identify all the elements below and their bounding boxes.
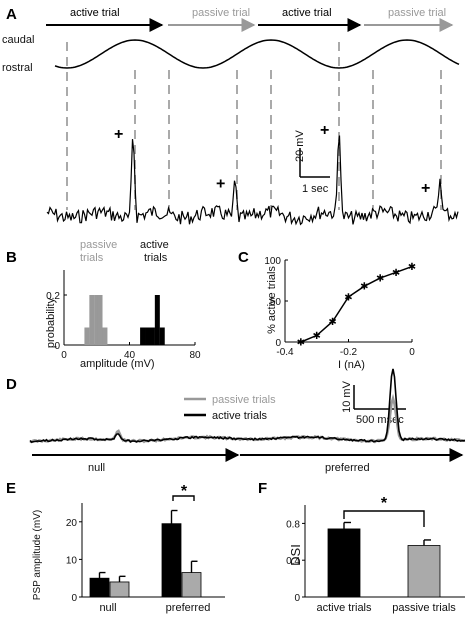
e-ytick-label: 10 [66, 555, 78, 566]
b-ytick-label: 0.2 [46, 291, 60, 302]
f-ytick-label: 0 [294, 593, 300, 604]
b-xtick-label: 80 [189, 350, 201, 361]
c-ytick-label: 0 [275, 338, 281, 349]
b-bar-0-3 [97, 295, 103, 345]
b-bar-1-1 [145, 327, 151, 345]
c-xtick-label: -0.4 [276, 347, 294, 358]
b-xlabel: amplitude (mV) [80, 358, 155, 370]
b-bar-0-2 [94, 295, 100, 345]
panel-a-letter: A [6, 6, 17, 23]
legend-active-label: active trials [212, 410, 268, 422]
position-label-rostral: rostral [2, 62, 33, 74]
voltage-trace [46, 135, 459, 226]
panel-b: B 0 40 80 0 0.2 passive trials active trials… [6, 239, 201, 370]
panel-e: E 0 10 20 null preferred * PSP amplitude (mV) [6, 480, 225, 614]
trial-label-3: passive trial [388, 7, 446, 19]
panel-e-letter: E [6, 480, 16, 497]
position-sine-trace [54, 39, 460, 69]
c-point-4: ✱ [360, 282, 368, 293]
spike-marker-2: + [320, 122, 329, 139]
e-bar-1-1 [181, 572, 202, 598]
e-bar-1-0 [161, 523, 182, 598]
scale-bar-d-x: 500 msec [356, 414, 404, 426]
scale-bar-a: 20 mV 1 sec [294, 130, 330, 195]
f-significance-star: * [381, 495, 388, 512]
f-category-label-1: passive trials [392, 602, 456, 614]
f-significance-bracket [343, 510, 425, 527]
e-bar-0-1 [109, 581, 130, 598]
panel-c-letter: C [238, 249, 249, 266]
c-ytick-label: 50 [270, 297, 282, 308]
c-xlabel: I (nA) [338, 359, 365, 371]
c-point-5: ✱ [376, 274, 384, 285]
spike-marker-3: + [421, 180, 430, 197]
panel-a: A active trial passive trial active trial p… [2, 6, 460, 226]
b-bar-0-4 [102, 327, 108, 345]
trial-label-0: active trial [70, 7, 120, 19]
legend-passive-trials-1: passive [80, 239, 117, 251]
c-xtick-label: 0 [409, 347, 415, 358]
scale-bar-a-x: 1 sec [302, 183, 329, 195]
panel-b-letter: B [6, 249, 17, 266]
b-xtick-label: 40 [124, 350, 136, 361]
e-ytick-label: 20 [66, 518, 78, 529]
b-bar-1-0 [140, 327, 146, 345]
panel-f-letter: F [258, 480, 267, 497]
f-bar-1 [407, 545, 441, 598]
c-point-3: ✱ [344, 292, 352, 303]
c-point-6: ✱ [392, 268, 400, 279]
trial-label-1: passive trial [192, 7, 250, 19]
e-bar-0-0 [89, 577, 110, 598]
c-point-2: ✱ [328, 317, 336, 328]
legend-active-trials-2: trials [144, 252, 168, 264]
panel-f: F 0 0.4 0.8 active trials passive trials * DS… [258, 480, 465, 614]
c-point-7: ✱ [408, 262, 416, 273]
b-bar-1-3 [154, 295, 160, 345]
b-bar-1-4 [159, 327, 165, 345]
b-bar-0-0 [84, 327, 90, 345]
direction-label-preferred: preferred [325, 462, 370, 474]
e-ylabel: PSP amplitude (mV) [32, 510, 43, 600]
panel-d-letter: D [6, 376, 17, 393]
spike-marker-1: + [216, 175, 225, 192]
position-label-caudal: caudal [2, 34, 34, 46]
scale-bar-a-y: 20 mV [294, 130, 306, 162]
c-point-1: ✱ [313, 331, 321, 342]
b-ylabel: probability [45, 297, 57, 348]
b-xtick-label: 0 [61, 350, 67, 361]
b-bar-0-1 [89, 295, 95, 345]
panel-d: D passive trials active trials 10 mV 500… [6, 368, 466, 474]
f-bar-0 [327, 528, 361, 598]
f-ytick-label: 0.8 [286, 519, 300, 530]
direction-label-null: null [88, 462, 105, 474]
e-category-label-0: null [99, 602, 116, 614]
e-significance-star: * [181, 483, 188, 500]
scale-bar-d: 10 mV 500 msec [341, 380, 406, 426]
c-point-0: ✱ [297, 338, 305, 349]
psp-trace-active [29, 368, 466, 443]
e-significance-bracket [172, 495, 195, 501]
e-ytick-label: 0 [71, 593, 77, 604]
f-ylabel: DSI [288, 544, 303, 566]
c-line [300, 265, 413, 343]
b-ytick-label: 0 [54, 341, 60, 352]
b-bar-1-2 [149, 327, 155, 345]
legend-passive-label: passive trials [212, 394, 276, 406]
panel-c: C -0.4 -0.2 0 0 50 100 ✱ ✱ ✱ ✱ ✱ ✱ ✱ ✱ I (nA) % activ… [238, 249, 416, 371]
c-xtick-label: -0.2 [340, 347, 358, 358]
legend-active-trials-1: active [140, 239, 169, 251]
spike-marker-0: + [114, 126, 123, 143]
f-ytick-label: 0.4 [286, 556, 300, 567]
f-category-label-0: active trials [316, 602, 372, 614]
trial-label-2: active trial [282, 7, 332, 19]
c-ylabel: % active trials [266, 266, 278, 334]
c-ytick-label: 100 [264, 256, 281, 267]
legend-passive-trials-2: trials [80, 252, 104, 264]
scale-bar-d-y: 10 mV [341, 380, 353, 412]
e-category-label-1: preferred [166, 602, 211, 614]
